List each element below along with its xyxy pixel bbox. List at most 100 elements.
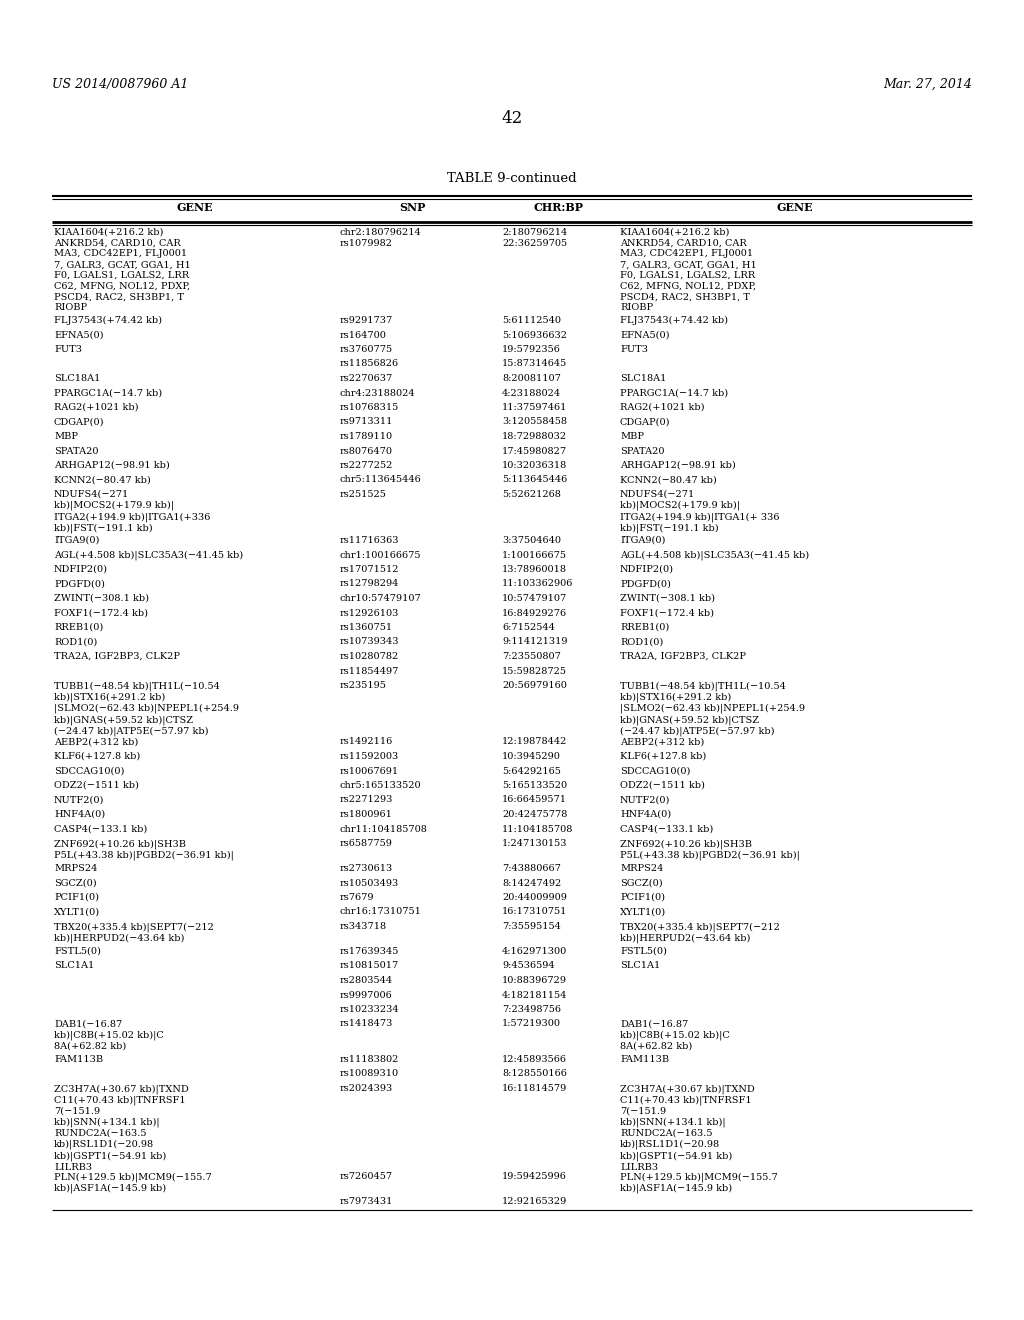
Text: AGL(+4.508 kb)|SLC35A3(−41.45 kb): AGL(+4.508 kb)|SLC35A3(−41.45 kb) [54, 550, 243, 560]
Text: 4:23188024: 4:23188024 [502, 388, 561, 397]
Text: rs2730613: rs2730613 [340, 865, 393, 873]
Text: 12:19878442: 12:19878442 [502, 738, 567, 747]
Text: KCNN2(−80.47 kb): KCNN2(−80.47 kb) [54, 475, 151, 484]
Text: TUBB1(−48.54 kb)|TH1L(−10.54
kb)|STX16(+291.2 kb)
|SLMO2(−62.43 kb)|NPEPL1(+254.: TUBB1(−48.54 kb)|TH1L(−10.54 kb)|STX16(+… [620, 681, 805, 737]
Text: 7:35595154: 7:35595154 [502, 921, 561, 931]
Text: 1:100166675: 1:100166675 [502, 550, 567, 560]
Text: RAG2(+1021 kb): RAG2(+1021 kb) [54, 403, 138, 412]
Text: 42: 42 [502, 110, 522, 127]
Text: rs10503493: rs10503493 [340, 879, 399, 887]
Text: rs2803544: rs2803544 [340, 975, 393, 985]
Text: 12:92165329: 12:92165329 [502, 1197, 567, 1206]
Text: 1:247130153: 1:247130153 [502, 840, 567, 847]
Text: AEBP2(+312 kb): AEBP2(+312 kb) [54, 738, 138, 747]
Text: rs11716363: rs11716363 [340, 536, 399, 545]
Text: 5:165133520: 5:165133520 [502, 781, 567, 789]
Text: rs6587759: rs6587759 [340, 840, 393, 847]
Text: PCIF1(0): PCIF1(0) [54, 894, 99, 902]
Text: ARHGAP12(−98.91 kb): ARHGAP12(−98.91 kb) [54, 461, 170, 470]
Text: PLN(+129.5 kb)|MCM9(−155.7
kb)|ASF1A(−145.9 kb): PLN(+129.5 kb)|MCM9(−155.7 kb)|ASF1A(−14… [54, 1172, 212, 1193]
Text: rs10233234: rs10233234 [340, 1005, 399, 1014]
Text: GENE: GENE [776, 202, 813, 213]
Text: TUBB1(−48.54 kb)|TH1L(−10.54
kb)|STX16(+291.2 kb)
|SLMO2(−62.43 kb)|NPEPL1(+254.: TUBB1(−48.54 kb)|TH1L(−10.54 kb)|STX16(+… [54, 681, 239, 737]
Text: 8:14247492: 8:14247492 [502, 879, 561, 887]
Text: KIAA1604(+216.2 kb)
ANKRD54, CARD10, CAR
MA3, CDC42EP1, FLJ0001
7, GALR3, GCAT, : KIAA1604(+216.2 kb) ANKRD54, CARD10, CAR… [54, 228, 190, 313]
Text: PDGFD(0): PDGFD(0) [54, 579, 104, 589]
Text: rs2270637: rs2270637 [340, 374, 393, 383]
Text: 1:57219300: 1:57219300 [502, 1019, 561, 1028]
Text: rs3760775: rs3760775 [340, 345, 393, 354]
Text: MBP: MBP [620, 432, 644, 441]
Text: ITGA9(0): ITGA9(0) [620, 536, 666, 545]
Text: 7:23550807: 7:23550807 [502, 652, 561, 661]
Text: 11:103362906: 11:103362906 [502, 579, 573, 589]
Text: 15:87314645: 15:87314645 [502, 359, 567, 368]
Text: DAB1(−16.87
kb)|C8B(+15.02 kb)|C
8A(+62.82 kb): DAB1(−16.87 kb)|C8B(+15.02 kb)|C 8A(+62.… [54, 1019, 164, 1051]
Text: 8:20081107: 8:20081107 [502, 374, 561, 383]
Text: 4:162971300: 4:162971300 [502, 946, 567, 956]
Text: FOXF1(−172.4 kb): FOXF1(−172.4 kb) [54, 609, 148, 618]
Text: 17:45980827: 17:45980827 [502, 446, 567, 455]
Text: SDCCAG10(0): SDCCAG10(0) [54, 767, 124, 776]
Text: rs10089310: rs10089310 [340, 1069, 399, 1078]
Text: MRPS24: MRPS24 [54, 865, 97, 873]
Text: rs10067691: rs10067691 [340, 767, 399, 776]
Text: 5:52621268: 5:52621268 [502, 490, 561, 499]
Text: SPATA20: SPATA20 [54, 446, 98, 455]
Text: 10:32036318: 10:32036318 [502, 461, 567, 470]
Text: SLC1A1: SLC1A1 [54, 961, 94, 970]
Text: chr10:57479107: chr10:57479107 [340, 594, 422, 603]
Text: ZNF692(+10.26 kb)|SH3B
P5L(+43.38 kb)|PGBD2(−36.91 kb)|: ZNF692(+10.26 kb)|SH3B P5L(+43.38 kb)|PG… [620, 840, 800, 861]
Text: 16:11814579: 16:11814579 [502, 1084, 567, 1093]
Text: FAM113B: FAM113B [620, 1055, 669, 1064]
Text: 10:57479107: 10:57479107 [502, 594, 567, 603]
Text: 8:128550166: 8:128550166 [502, 1069, 567, 1078]
Text: FLJ37543(+74.42 kb): FLJ37543(+74.42 kb) [54, 315, 162, 325]
Text: rs2271293: rs2271293 [340, 796, 393, 804]
Text: 15:59828725: 15:59828725 [502, 667, 567, 676]
Text: HNF4A(0): HNF4A(0) [54, 810, 105, 818]
Text: GENE: GENE [177, 202, 213, 213]
Text: RAG2(+1021 kb): RAG2(+1021 kb) [620, 403, 705, 412]
Text: TRA2A, IGF2BP3, CLK2P: TRA2A, IGF2BP3, CLK2P [54, 652, 180, 661]
Text: rs10768315: rs10768315 [340, 403, 399, 412]
Text: RREB1(0): RREB1(0) [54, 623, 103, 632]
Text: rs10815017: rs10815017 [340, 961, 399, 970]
Text: 11:104185708: 11:104185708 [502, 825, 573, 833]
Text: 12:45893566: 12:45893566 [502, 1055, 567, 1064]
Text: ZNF692(+10.26 kb)|SH3B
P5L(+43.38 kb)|PGBD2(−36.91 kb)|: ZNF692(+10.26 kb)|SH3B P5L(+43.38 kb)|PG… [54, 840, 233, 861]
Text: EFNA5(0): EFNA5(0) [54, 330, 103, 339]
Text: rs11592003: rs11592003 [340, 752, 399, 762]
Text: TBX20(+335.4 kb)|SEPT7(−212
kb)|HERPUD2(−43.64 kb): TBX20(+335.4 kb)|SEPT7(−212 kb)|HERPUD2(… [620, 921, 780, 942]
Text: 9:4536594: 9:4536594 [502, 961, 555, 970]
Text: 19:5792356: 19:5792356 [502, 345, 561, 354]
Text: CASP4(−133.1 kb): CASP4(−133.1 kb) [620, 825, 714, 833]
Text: 16:84929276: 16:84929276 [502, 609, 567, 618]
Text: EFNA5(0): EFNA5(0) [620, 330, 670, 339]
Text: TRA2A, IGF2BP3, CLK2P: TRA2A, IGF2BP3, CLK2P [620, 652, 746, 661]
Text: rs17071512: rs17071512 [340, 565, 399, 574]
Text: rs343718: rs343718 [340, 921, 387, 931]
Text: rs12926103: rs12926103 [340, 609, 399, 618]
Text: 7:23498756: 7:23498756 [502, 1005, 561, 1014]
Text: rs11183802: rs11183802 [340, 1055, 399, 1064]
Text: DAB1(−16.87
kb)|C8B(+15.02 kb)|C
8A(+62.82 kb): DAB1(−16.87 kb)|C8B(+15.02 kb)|C 8A(+62.… [620, 1019, 730, 1051]
Text: 16:66459571: 16:66459571 [502, 796, 567, 804]
Text: CDGAP(0): CDGAP(0) [54, 417, 104, 426]
Text: TBX20(+335.4 kb)|SEPT7(−212
kb)|HERPUD2(−43.64 kb): TBX20(+335.4 kb)|SEPT7(−212 kb)|HERPUD2(… [54, 921, 214, 942]
Text: chr16:17310751: chr16:17310751 [340, 908, 422, 916]
Text: rs2277252: rs2277252 [340, 461, 393, 470]
Text: CHR:BP: CHR:BP [534, 202, 583, 213]
Text: NDUFS4(−271
kb)|MOCS2(+179.9 kb)|
ITGA2(+194.9 kb)|ITGA1(+336
kb)|FST(−191.1 kb): NDUFS4(−271 kb)|MOCS2(+179.9 kb)| ITGA2(… [54, 490, 210, 533]
Text: chr4:23188024: chr4:23188024 [340, 388, 416, 397]
Text: rs9997006: rs9997006 [340, 990, 393, 999]
Text: SGCZ(0): SGCZ(0) [620, 879, 663, 887]
Text: rs1492116: rs1492116 [340, 738, 393, 747]
Text: SLC18A1: SLC18A1 [620, 374, 667, 383]
Text: rs164700: rs164700 [340, 330, 387, 339]
Text: NDFIP2(0): NDFIP2(0) [54, 565, 108, 574]
Text: XYLT1(0): XYLT1(0) [54, 908, 100, 916]
Text: MBP: MBP [54, 432, 78, 441]
Text: 2:180796214
22:36259705: 2:180796214 22:36259705 [502, 228, 567, 248]
Text: rs17639345: rs17639345 [340, 946, 399, 956]
